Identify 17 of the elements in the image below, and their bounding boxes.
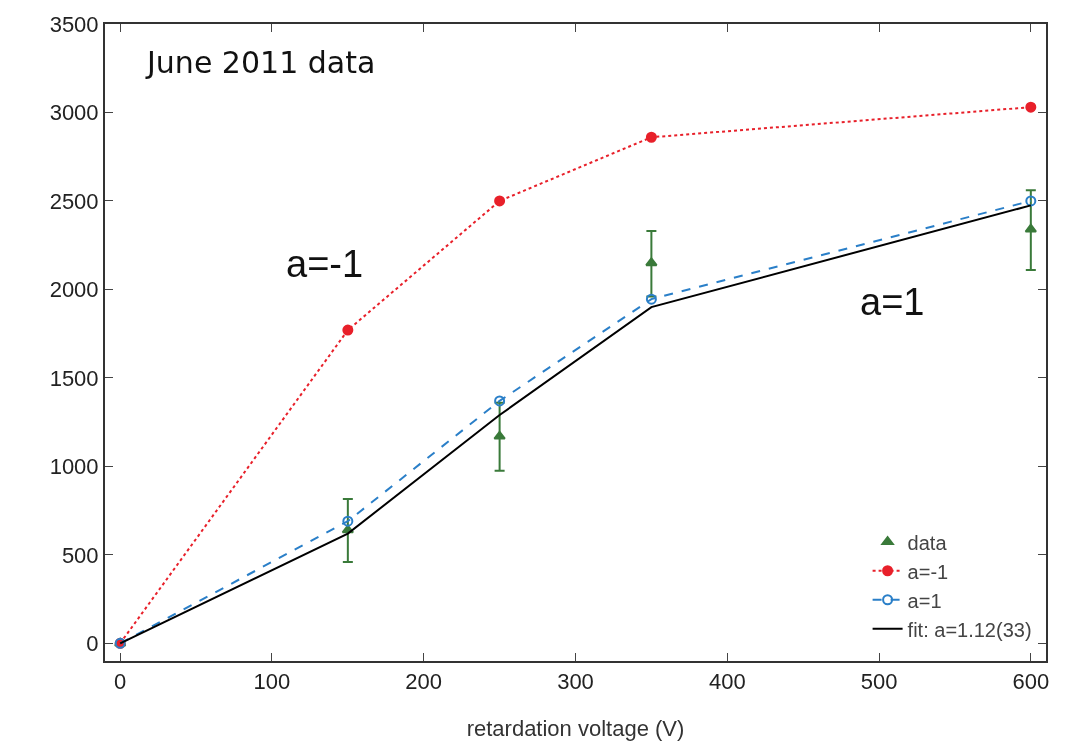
x-tick-label: 300 bbox=[557, 669, 594, 695]
x-tick-label: 600 bbox=[1012, 669, 1050, 695]
x-tick-label: 200 bbox=[405, 669, 443, 695]
y-tick-label: 0 bbox=[86, 631, 99, 657]
x-axis-title: retardation voltage (V) bbox=[466, 716, 685, 741]
x-tick-label: 0 bbox=[114, 669, 127, 695]
x-tick-label: 500 bbox=[860, 669, 898, 695]
x-tick-label: 100 bbox=[253, 669, 291, 695]
y-tick-label: 500 bbox=[61, 542, 99, 568]
annotation: June 2011 data bbox=[145, 45, 376, 80]
y-tick-label: 2000 bbox=[49, 277, 99, 303]
y-tick-label: 3000 bbox=[49, 100, 99, 126]
y-tick-label: 2500 bbox=[49, 188, 99, 214]
y-tick-label: 3500 bbox=[49, 11, 99, 37]
x-tick-label: 400 bbox=[708, 669, 746, 695]
y-tick-label: 1000 bbox=[49, 454, 99, 480]
y-tick-label: 1500 bbox=[49, 365, 99, 391]
